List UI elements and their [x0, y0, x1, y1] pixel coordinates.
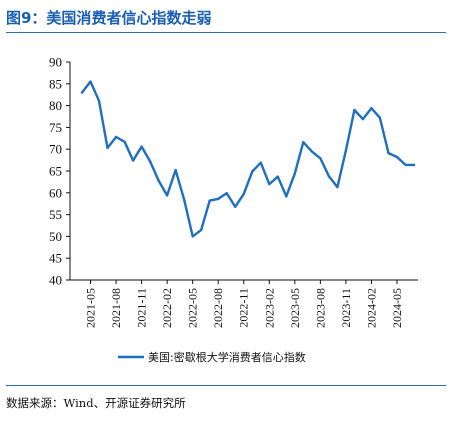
- data-point: [131, 159, 135, 162]
- data-point: [319, 157, 322, 160]
- x-tick-label: 2021-11: [135, 288, 149, 328]
- x-axis: 2021-05 2021-08 2021-11 2022-02 2022-05 2022-…: [70, 279, 418, 328]
- data-point: [251, 170, 254, 173]
- x-tick-label: 2021-08: [109, 288, 123, 328]
- data-point: [285, 195, 288, 198]
- y-tick-label: 85: [49, 76, 62, 91]
- data-point: [208, 199, 211, 202]
- y-tick-label: 60: [49, 185, 62, 200]
- data-source-note: 数据来源：Wind、开源证券研究所: [6, 396, 186, 410]
- data-point: [276, 175, 279, 178]
- y-tick-label: 45: [49, 251, 62, 266]
- data-point: [353, 108, 356, 112]
- y-tick-label: 65: [49, 164, 62, 179]
- data-point: [182, 198, 186, 201]
- data-point: [174, 168, 177, 172]
- legend-label: 美国:密歇根大学消费者信心指数: [148, 350, 306, 364]
- footer-divider: [6, 385, 446, 386]
- data-point: [336, 185, 339, 189]
- data-point: [293, 172, 297, 175]
- y-tick-label: 70: [49, 142, 62, 157]
- y-axis: 40 45 50 55 60 65 70 75 80 85 90: [49, 55, 71, 288]
- figure-title: 图9：美国消费者信心指数走弱: [6, 9, 212, 27]
- y-tick-label: 40: [49, 273, 62, 288]
- data-point: [259, 161, 262, 164]
- data-point: [148, 160, 152, 163]
- y-tick-label: 80: [49, 98, 62, 113]
- x-tick-label: 2022-08: [211, 288, 225, 328]
- x-tick-label: 2022-11: [237, 288, 251, 328]
- data-point: [225, 192, 228, 195]
- data-point: [234, 205, 237, 208]
- x-tick-label: 2024-02: [364, 288, 378, 328]
- x-tick-label: 2023-11: [339, 288, 353, 328]
- data-point: [165, 194, 169, 197]
- data-point: [242, 192, 245, 196]
- data-point: [114, 135, 118, 139]
- x-tick-label: 2023-08: [313, 288, 327, 328]
- x-tick-label: 2021-05: [84, 288, 98, 328]
- data-point: [344, 149, 348, 152]
- x-tick-label: 2022-02: [160, 288, 174, 328]
- data-point: [268, 182, 271, 186]
- data-point: [378, 116, 382, 120]
- data-point: [310, 150, 314, 153]
- data-point: [89, 80, 92, 83]
- legend: 美国:密歇根大学消费者信心指数: [118, 350, 306, 364]
- data-point: [106, 146, 109, 150]
- x-tick-label: 2024-05: [390, 288, 404, 328]
- data-point: [80, 91, 84, 94]
- data-point: [404, 163, 407, 167]
- data-point: [191, 235, 194, 238]
- y-tick-label: 55: [49, 207, 62, 222]
- x-tick-label: 2022-05: [186, 288, 200, 328]
- data-point: [412, 163, 416, 167]
- data-point: [199, 228, 203, 232]
- data-point: [395, 155, 399, 159]
- title-divider: [6, 32, 446, 33]
- data-point: [140, 145, 143, 148]
- y-tick-label: 75: [49, 120, 62, 135]
- y-tick-label: 50: [49, 229, 62, 244]
- y-tick-label: 90: [49, 55, 62, 70]
- data-point: [361, 117, 365, 121]
- data-point: [302, 141, 305, 144]
- data-point: [387, 151, 390, 155]
- plot-area: [80, 80, 416, 238]
- x-tick-label: 2023-02: [262, 288, 276, 328]
- data-point: [157, 179, 160, 182]
- data-point: [327, 175, 331, 178]
- data-point: [123, 140, 126, 143]
- x-tick-label: 2023-05: [288, 288, 302, 328]
- data-point: [217, 197, 220, 201]
- series-line-consumer-sentiment: [80, 80, 416, 238]
- data-point: [97, 99, 101, 103]
- data-point: [370, 107, 373, 110]
